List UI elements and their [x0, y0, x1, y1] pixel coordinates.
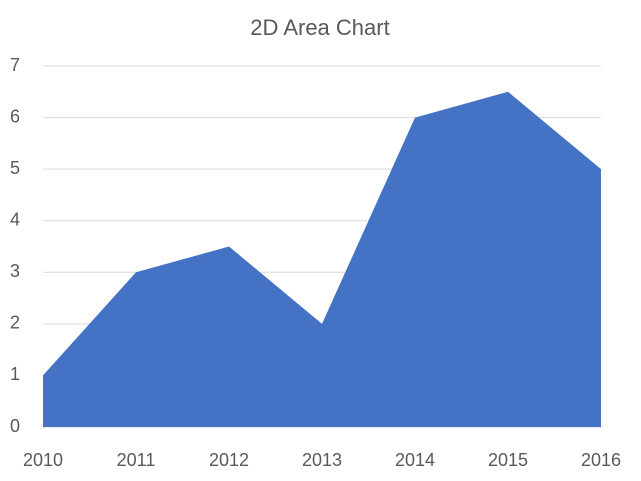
y-tick-label: 2	[10, 313, 20, 333]
y-tick-label: 3	[10, 261, 20, 281]
x-tick-label: 2012	[209, 450, 249, 470]
y-tick-label: 7	[10, 55, 20, 75]
y-tick-label: 6	[10, 106, 20, 126]
x-tick-label: 2016	[581, 450, 621, 470]
y-tick-label: 1	[10, 364, 20, 384]
chart-title: 2D Area Chart	[250, 15, 389, 40]
x-tick-label: 2014	[395, 450, 435, 470]
area	[43, 91, 601, 428]
x-tick-label: 2015	[488, 450, 528, 470]
y-tick-label: 4	[10, 209, 20, 229]
x-tick-label: 2011	[117, 450, 156, 470]
x-tick-label: 2010	[23, 450, 63, 470]
y-tick-label: 0	[10, 416, 20, 436]
x-tick-label: 2013	[302, 450, 342, 470]
y-tick-label: 5	[10, 158, 20, 178]
